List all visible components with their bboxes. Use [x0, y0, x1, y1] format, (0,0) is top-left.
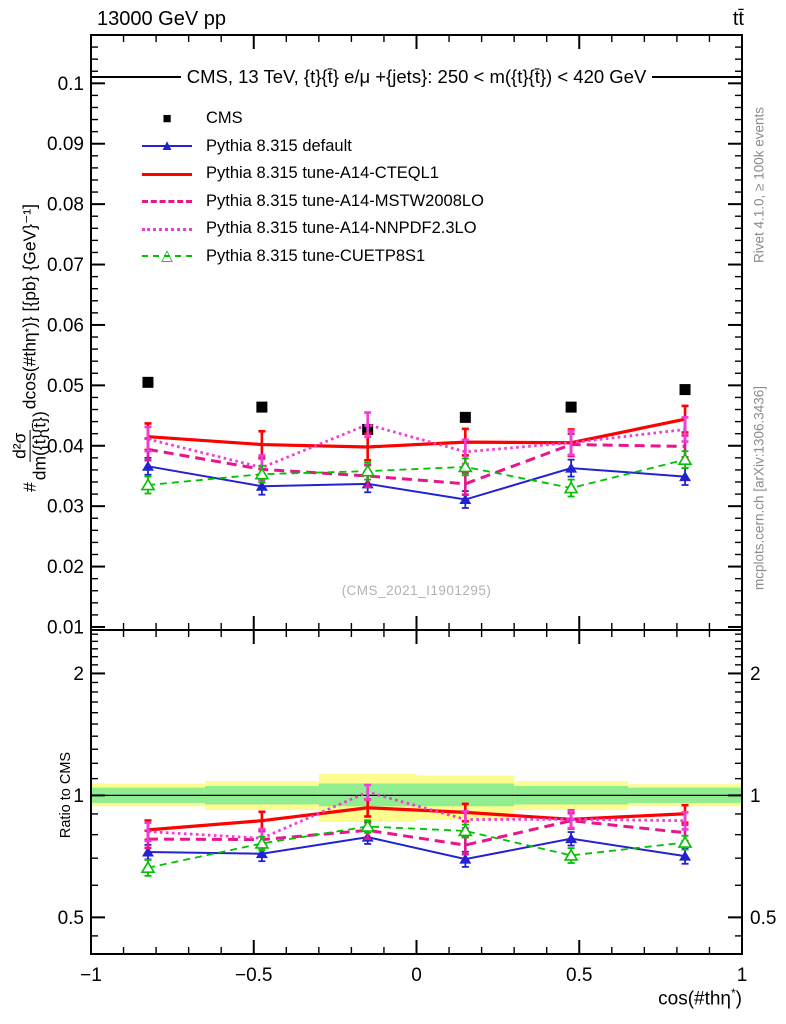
tick-label: −0.5 — [235, 965, 273, 986]
legend-item-pythia-default: ▲ Pythia 8.315 default — [142, 133, 484, 161]
legend-item-cms: ■ CMS — [142, 105, 484, 133]
tick-label: 0.03 — [47, 497, 84, 518]
marker-pythia-default — [141, 846, 154, 857]
marker-cuetp8s1 — [254, 836, 270, 849]
series-line-cuetp8s1-main — [147, 458, 686, 489]
tick-label: 0.06 — [47, 315, 84, 336]
title-right-line — [652, 76, 743, 78]
marker-cuetp8s1 — [457, 459, 473, 473]
tick-label: 1 — [737, 965, 748, 986]
a14-nnpdf23lo-line-icon — [142, 220, 192, 238]
legend-item-cuetp8s1: △ Pythia 8.315 tune-CUETP8S1 — [142, 243, 484, 271]
legend-label: Pythia 8.315 tune-A14-CTEQL1 — [206, 164, 439, 183]
tick-label: 0.08 — [47, 195, 84, 216]
legend-label: Pythia 8.315 tune-A14-MSTW2008LO — [206, 191, 484, 210]
marker-cuetp8s1 — [677, 452, 693, 465]
tick-label: 0.5 — [750, 908, 776, 929]
tick-label: 0 — [411, 965, 422, 986]
y-title-denominator: dm({t}{t̄}) — [29, 411, 50, 481]
y-title-mid: dcos(#thη — [19, 332, 40, 410]
marker-cuetp8s1 — [360, 464, 376, 477]
pythia-default-line-icon: ▲ — [142, 137, 192, 155]
tick-label: 0.5 — [566, 965, 592, 986]
series-line-a14-cteql1-ratio — [147, 806, 686, 832]
marker-cuetp8s1 — [140, 860, 156, 874]
marker-cuetp8s1 — [457, 823, 473, 837]
cms-marker-icon: ■ — [162, 109, 172, 127]
tick-label: 0.1 — [58, 74, 84, 95]
marker-pythia-default — [255, 848, 268, 859]
legend-label: Pythia 8.315 tune-A14-NNPDF2.3LO — [206, 219, 477, 238]
a14-cteql1-line-icon — [142, 165, 192, 183]
tick-label: 0.5 — [58, 908, 84, 929]
marker-cuetp8s1 — [360, 819, 376, 832]
y-axis-title: # d²σ dm({t}{t̄}) dcos(#thη * )} [{pb} {… — [10, 204, 50, 492]
tick-label: 0.04 — [47, 436, 84, 457]
panel-title: CMS, 13 TeV, {t}{t̄} e/μ +{jets}: 250 < … — [186, 66, 647, 87]
cms-data-point — [459, 411, 471, 423]
cuetp8s1-line-icon: △ — [142, 247, 192, 265]
marker-pythia-default — [459, 494, 472, 505]
tick-label: 2 — [750, 664, 761, 685]
cms-data-point — [565, 401, 577, 413]
mcplots-site-caption: mcplots.cern.ch [arXiv:1306.3436] — [751, 385, 767, 591]
tick-label: 0.05 — [47, 376, 84, 397]
tick-label: 0.01 — [47, 617, 84, 638]
legend-item-a14-nnpdf23lo: Pythia 8.315 tune-A14-NNPDF2.3LO — [142, 215, 484, 243]
marker-pythia-default — [459, 853, 472, 864]
y-title-sup: * — [24, 328, 36, 333]
marker-cuetp8s1 — [140, 477, 156, 491]
tick-label: 1 — [750, 786, 761, 807]
series-line-cuetp8s1-ratio — [147, 825, 686, 869]
legend-item-a14-cteql1: Pythia 8.315 tune-A14-CTEQL1 — [142, 160, 484, 188]
y-title-numerator: d²σ — [10, 429, 31, 462]
marker-cuetp8s1 — [563, 848, 579, 861]
marker-pythia-default — [565, 462, 578, 473]
legend-label: Pythia 8.315 tune-CUETP8S1 — [206, 246, 426, 265]
beam-energy-label: 13000 GeV pp — [97, 8, 226, 30]
tick-label: 1 — [73, 786, 84, 807]
ratio-axis-title: Ratio to CMS — [58, 751, 74, 839]
cms-data-point — [256, 401, 268, 413]
cms-data-point — [142, 376, 154, 388]
marker-pythia-default — [565, 833, 578, 844]
y-title-hash: # — [19, 482, 40, 492]
legend-label: Pythia 8.315 default — [206, 136, 352, 155]
y-title-tail: )} [{pb} {GeV}⁻¹] — [19, 204, 40, 329]
series-line-pythia-default-ratio — [147, 836, 686, 861]
panel-title-row: CMS, 13 TeV, {t}{t̄} e/μ +{jets}: 250 < … — [91, 66, 743, 88]
legend-item-a14-mstw2008lo: Pythia 8.315 tune-A14-MSTW2008LO — [142, 188, 484, 216]
marker-cuetp8s1 — [677, 835, 693, 848]
ratio-panel-frame — [90, 629, 743, 955]
legend: ■ CMS ▲ Pythia 8.315 default Pythia 8.31… — [142, 105, 484, 270]
a14-mstw2008lo-line-icon — [142, 192, 192, 210]
title-left-line — [91, 76, 181, 78]
tick-label: −1 — [80, 965, 102, 986]
tick-label: 0.09 — [47, 134, 84, 155]
cms-data-point — [679, 384, 691, 396]
tick-label: 2 — [73, 664, 84, 685]
legend-label: CMS — [206, 109, 243, 128]
y-title-fraction: d²σ dm({t}{t̄}) — [10, 411, 50, 481]
series-line-a14-nnpdf23lo-main — [147, 423, 686, 469]
marker-cuetp8s1 — [563, 480, 579, 494]
x-axis-title: cos(#thη*) — [658, 986, 742, 1010]
marker-pythia-default — [141, 460, 154, 471]
rivet-version-caption: Rivet 4.1.0, ≥ 100k events — [751, 107, 767, 263]
tick-label: 0.07 — [47, 255, 84, 276]
process-label: tt̄ — [732, 8, 744, 30]
marker-pythia-default — [255, 480, 268, 491]
analysis-id-watermark: (CMS_2021_I1901295) — [341, 583, 492, 598]
series-line-a14-mstw2008lo-main — [147, 443, 686, 486]
marker-pythia-default — [679, 850, 692, 861]
marker-cuetp8s1 — [254, 467, 270, 480]
tick-label: 0.02 — [47, 557, 84, 578]
series-line-a14-cteql1-main — [147, 417, 686, 449]
series-line-pythia-default-main — [147, 465, 686, 501]
marker-pythia-default — [679, 471, 692, 482]
